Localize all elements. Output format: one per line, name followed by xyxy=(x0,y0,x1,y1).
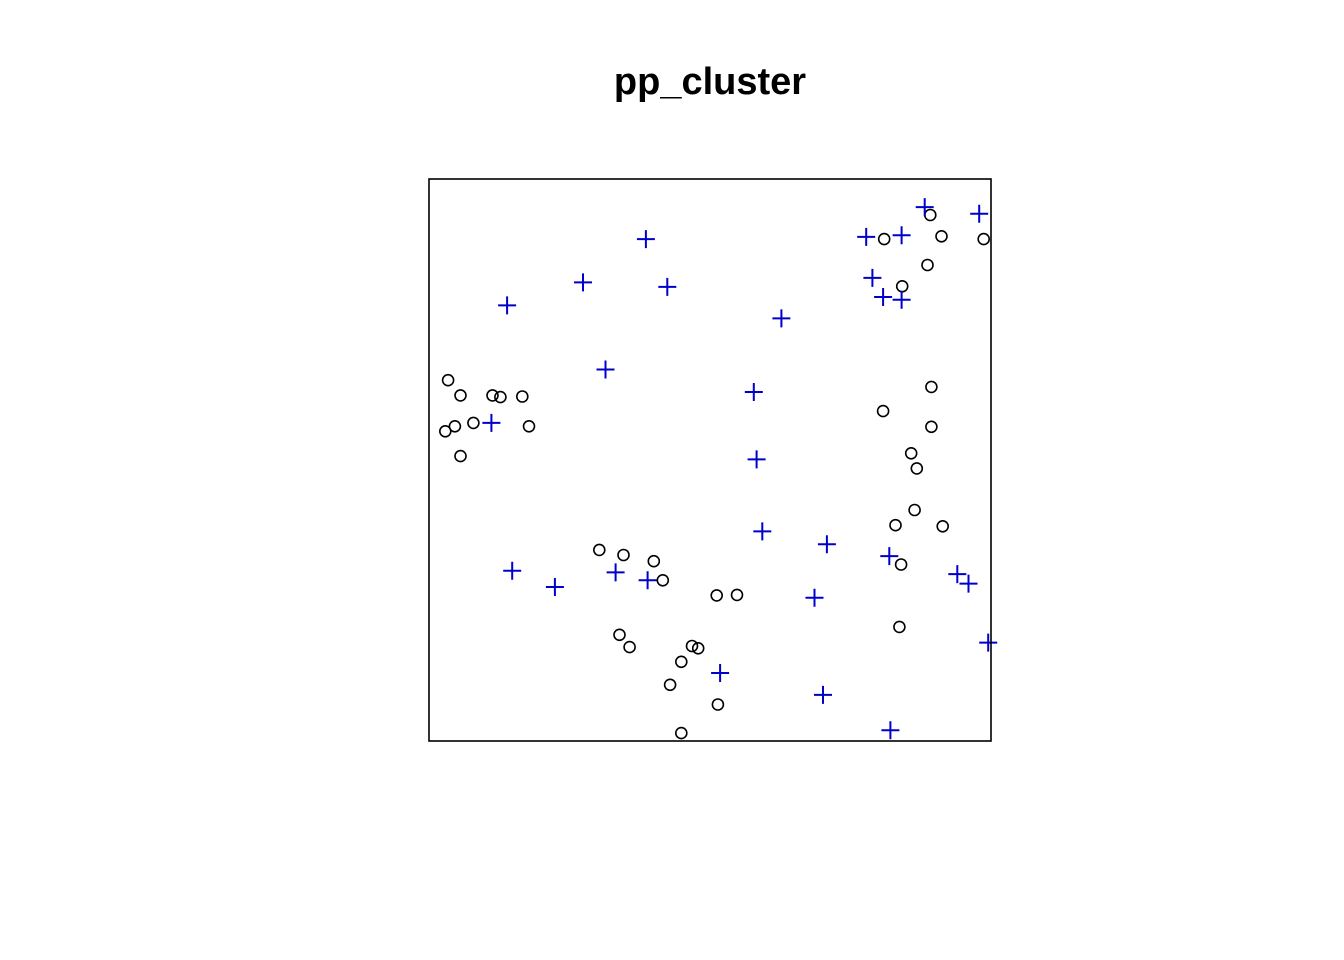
circle-point-32 xyxy=(613,628,626,642)
plus-point-13 xyxy=(744,383,763,401)
circle-point-34 xyxy=(685,639,699,653)
plus-point-4 xyxy=(892,226,911,245)
circle-point-5 xyxy=(895,279,909,293)
circle-point-3 xyxy=(977,232,991,246)
chart-title: pp_cluster xyxy=(614,61,806,103)
plus-point-12 xyxy=(596,360,615,379)
circle-point-22 xyxy=(936,519,950,533)
circle-point-2 xyxy=(935,230,948,243)
plus-point-20 xyxy=(959,574,978,593)
circle-point-36 xyxy=(674,655,688,669)
plus-point-23 xyxy=(606,563,625,582)
plus-point-25 xyxy=(805,588,824,607)
plus-point-17 xyxy=(817,535,836,554)
circle-point-38 xyxy=(711,698,725,711)
circle-point-14 xyxy=(522,419,536,433)
circle-point-33 xyxy=(623,640,636,654)
plot-marks xyxy=(438,198,998,740)
circle-point-20 xyxy=(910,462,924,475)
circle-point-11 xyxy=(467,416,480,430)
circle-point-25 xyxy=(893,620,906,634)
plus-point-6 xyxy=(658,277,677,296)
plus-point-15 xyxy=(482,413,501,432)
circle-point-31 xyxy=(730,588,744,602)
circle-point-9 xyxy=(494,390,507,404)
plot-frame xyxy=(428,178,992,742)
circle-point-27 xyxy=(617,548,630,562)
plus-point-5 xyxy=(574,273,592,292)
circle-point-23 xyxy=(889,518,902,532)
circle-point-35 xyxy=(691,641,705,655)
plus-point-22 xyxy=(545,578,564,596)
plus-point-18 xyxy=(880,547,899,566)
circle-point-17 xyxy=(876,404,890,418)
plus-point-7 xyxy=(498,296,517,315)
plus-point-29 xyxy=(881,721,900,740)
circle-point-26 xyxy=(592,543,606,557)
circle-point-30 xyxy=(710,589,724,602)
plus-point-11 xyxy=(772,309,791,328)
plus-point-9 xyxy=(874,288,893,306)
circle-point-8 xyxy=(486,389,499,402)
circle-point-10 xyxy=(515,390,529,403)
circle-point-28 xyxy=(647,554,661,568)
circle-point-29 xyxy=(656,573,670,587)
plus-point-10 xyxy=(892,290,911,309)
plus-point-27 xyxy=(711,664,730,682)
circle-point-16 xyxy=(925,380,938,394)
circle-point-12 xyxy=(448,419,462,433)
circle-point-0 xyxy=(923,208,937,222)
circle-point-13 xyxy=(438,424,452,438)
circle-point-15 xyxy=(454,449,467,463)
plus-point-1 xyxy=(970,204,989,223)
plus-point-2 xyxy=(636,230,655,249)
circle-point-39 xyxy=(674,726,688,740)
plus-point-8 xyxy=(863,268,882,287)
circle-point-1 xyxy=(877,232,891,246)
circle-point-37 xyxy=(663,678,677,692)
circle-point-6 xyxy=(441,373,455,387)
plus-point-3 xyxy=(857,227,876,246)
circle-point-21 xyxy=(908,503,921,517)
plus-point-14 xyxy=(747,450,766,469)
circle-point-4 xyxy=(921,258,934,272)
plus-point-26 xyxy=(979,633,998,652)
circle-point-19 xyxy=(904,446,918,460)
plus-point-19 xyxy=(948,565,967,584)
plus-point-0 xyxy=(915,198,934,217)
plus-point-24 xyxy=(638,571,657,590)
plus-point-21 xyxy=(503,561,522,580)
circle-point-18 xyxy=(925,420,938,434)
circle-point-24 xyxy=(894,558,908,571)
circle-point-7 xyxy=(454,389,467,402)
plus-point-28 xyxy=(814,685,832,704)
plus-point-16 xyxy=(753,522,772,541)
